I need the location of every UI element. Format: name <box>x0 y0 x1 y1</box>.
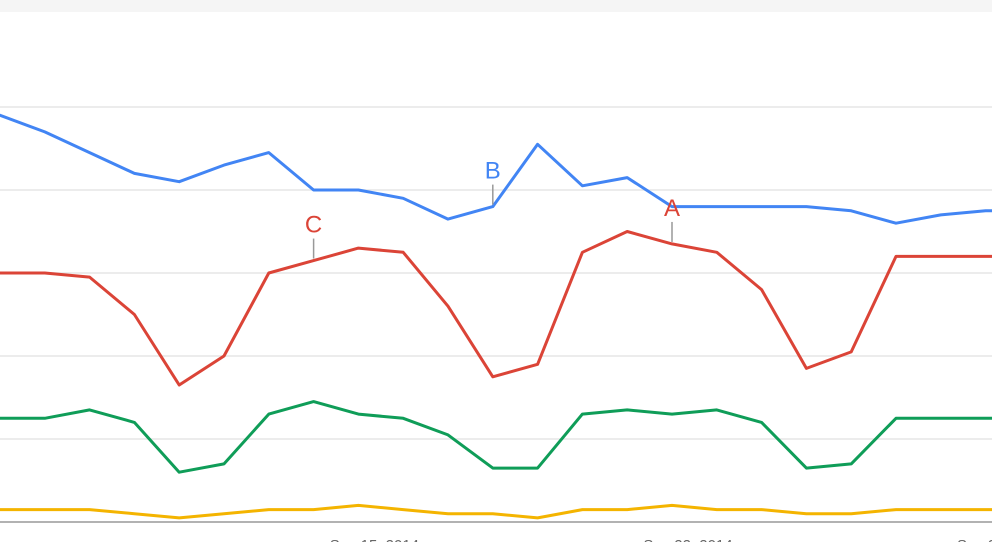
annotation-label-b[interactable]: B <box>485 158 501 185</box>
x-tick-label: Sep 15, 2014 <box>330 537 419 542</box>
x-tick-label: Sep 29, 2014 <box>957 537 992 542</box>
series-lines <box>0 113 992 520</box>
series-line-2 <box>0 230 992 387</box>
x-tick-label: Sep 22, 2014 <box>643 537 732 542</box>
x-tick-labels: Sep 15, 2014 Sep 22, 2014 Sep 29, 2014 <box>330 537 992 542</box>
annotation-label-c[interactable]: C <box>305 212 322 239</box>
gridlines <box>0 106 992 440</box>
series-line-3 <box>0 400 992 474</box>
annotations: C B A <box>305 158 680 259</box>
top-toolbar-strip <box>0 0 992 12</box>
series-line-1 <box>0 113 992 225</box>
series-line-4 <box>0 503 992 520</box>
annotation-label-a[interactable]: A <box>664 195 680 222</box>
